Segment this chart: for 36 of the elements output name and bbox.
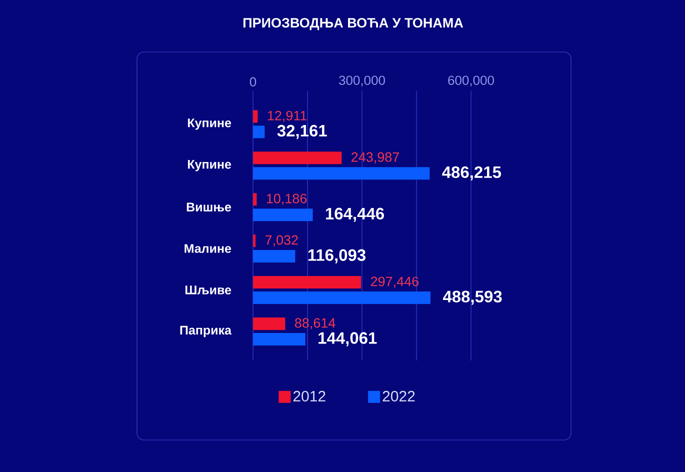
data-label: 144,061 bbox=[318, 332, 377, 346]
bar bbox=[253, 208, 313, 222]
y-tick-label: Купине bbox=[188, 118, 232, 130]
data-label: 243,987 bbox=[352, 152, 399, 164]
y-tick-label: Паприка bbox=[180, 326, 232, 338]
x-tick-label: 0 bbox=[250, 77, 256, 86]
data-label: 32,161 bbox=[277, 124, 327, 139]
bar bbox=[253, 332, 306, 346]
y-tick-label: Вишње bbox=[186, 202, 232, 212]
x-tick-label: 300,000 bbox=[339, 76, 385, 86]
data-label: 486,215 bbox=[442, 166, 502, 180]
bar bbox=[253, 317, 286, 330]
data-label: 7,032 bbox=[265, 235, 298, 246]
bar bbox=[253, 152, 342, 164]
bar bbox=[253, 292, 431, 304]
bar bbox=[253, 234, 256, 248]
bar bbox=[253, 110, 258, 123]
chart-title: ПРИОЗВОДЊА ВОЋА У ТОНАМА bbox=[243, 18, 464, 30]
data-label: 297,446 bbox=[370, 276, 418, 288]
legend-label: 2012 bbox=[293, 390, 326, 402]
data-label: 116,093 bbox=[308, 249, 366, 264]
data-label: 12,911 bbox=[268, 110, 307, 122]
bar bbox=[253, 126, 265, 138]
bar bbox=[253, 167, 430, 180]
data-label: 488,593 bbox=[442, 290, 502, 305]
y-tick-label: Малине bbox=[184, 244, 232, 253]
legend-label: 2022 bbox=[382, 390, 415, 402]
bar bbox=[253, 276, 362, 289]
x-tick-label: 600,000 bbox=[448, 76, 494, 86]
bar bbox=[253, 250, 296, 263]
y-tick-label: Шљиве bbox=[185, 286, 232, 294]
data-label: 88,614 bbox=[294, 318, 336, 330]
data-label: 10,186 bbox=[266, 194, 307, 205]
data-label: 164,446 bbox=[326, 208, 384, 222]
y-tick-label: Купине bbox=[188, 160, 232, 172]
bar bbox=[253, 193, 257, 206]
